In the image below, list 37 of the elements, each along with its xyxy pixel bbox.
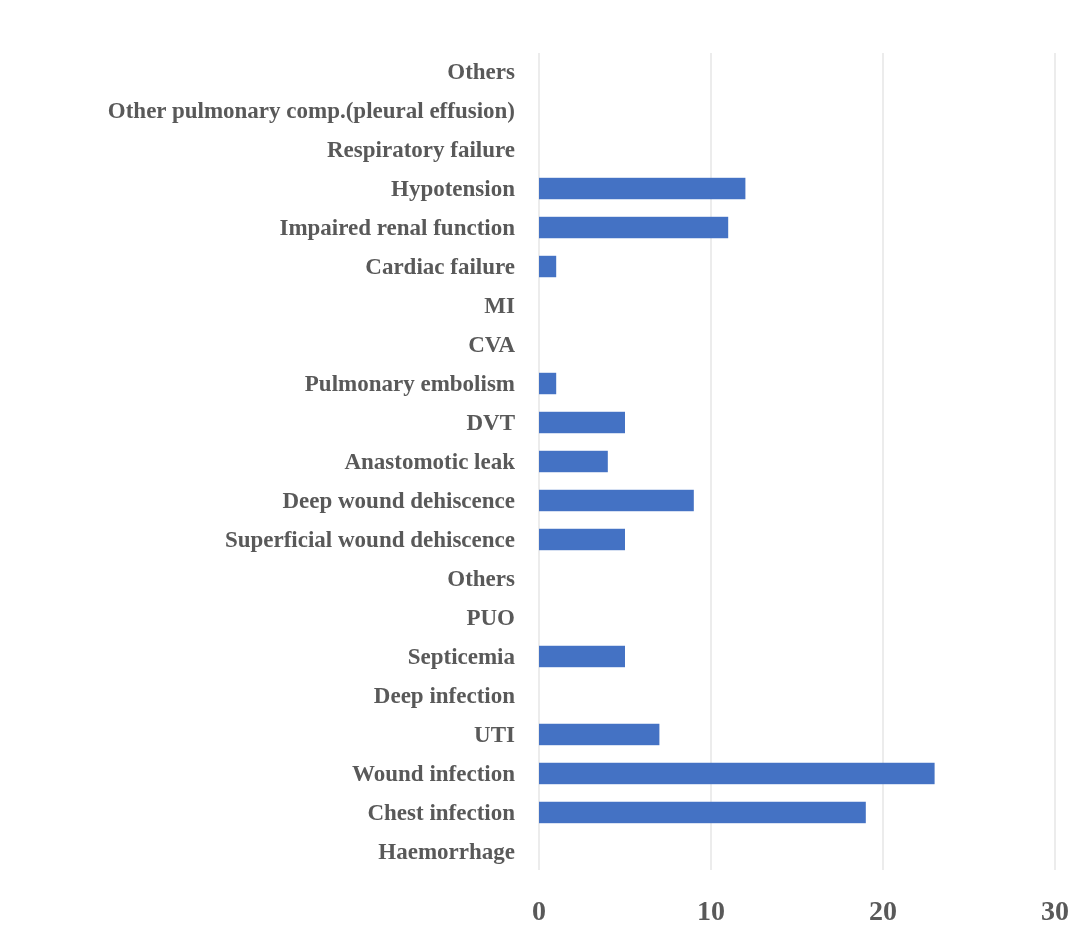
y-tick-label: UTI (474, 721, 516, 747)
y-tick-label: Septicemia (407, 643, 516, 669)
y-tick-label: Anastomotic leak (344, 449, 516, 474)
y-tick-label: Deep wound dehiscence (282, 488, 515, 513)
y-tick-label: Deep infection (373, 682, 516, 708)
x-tick-label: 10 (697, 894, 725, 926)
y-tick-label: Others (447, 59, 516, 85)
y-tick-label: Haemorrhage (378, 838, 515, 864)
x-tick-label: 0 (532, 894, 546, 926)
bar (539, 528, 625, 551)
bar (539, 372, 557, 395)
y-tick-label: Impaired renal function (279, 215, 516, 241)
bar (539, 255, 557, 278)
y-tick-label: DVT (466, 410, 515, 435)
y-tick-label: Wound infection (352, 760, 516, 786)
y-tick-label: PUO (466, 604, 515, 630)
bar (539, 450, 608, 473)
y-tick-label: Respiratory failure (326, 137, 515, 163)
y-tick-label: Other pulmonary comp.(pleural effusion) (107, 98, 515, 124)
bar (539, 216, 729, 239)
y-tick-label: Others (447, 565, 516, 591)
bar (539, 489, 694, 512)
y-tick-label: Pulmonary embolism (304, 371, 515, 396)
bar (539, 723, 660, 746)
bar (539, 411, 625, 434)
x-tick-label: 30 (1041, 894, 1069, 926)
y-tick-label: Superficial wound dehiscence (224, 527, 515, 552)
bar (539, 645, 625, 668)
y-tick-label: MI (484, 293, 516, 319)
bar (539, 177, 746, 200)
y-tick-label: Cardiac failure (365, 254, 515, 280)
bar (539, 801, 866, 824)
y-tick-label: CVA (468, 332, 516, 358)
y-tick-label: Hypotension (391, 176, 516, 202)
y-tick-label: Chest infection (367, 799, 516, 825)
bar (539, 762, 935, 785)
x-tick-label: 20 (869, 894, 897, 926)
